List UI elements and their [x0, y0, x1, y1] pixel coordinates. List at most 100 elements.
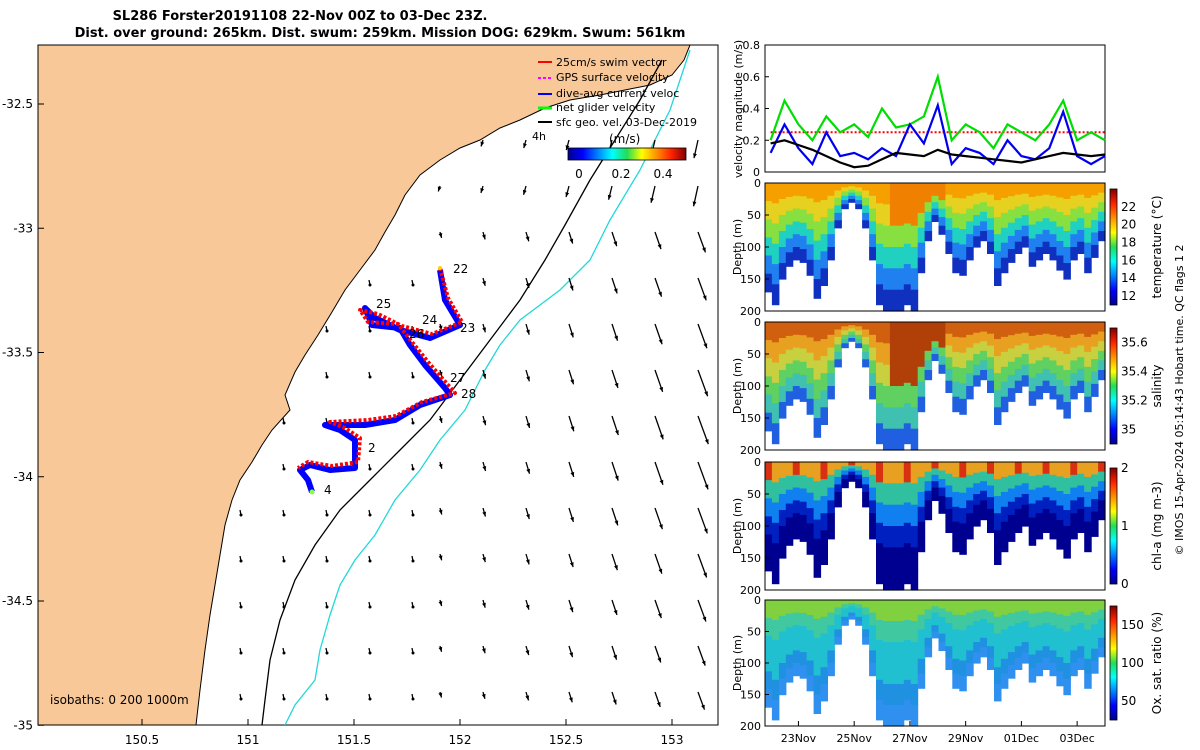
section-cell: [1028, 517, 1037, 532]
section-cell: [896, 705, 905, 727]
section-cell: [1084, 614, 1092, 630]
section-cell: [896, 343, 905, 366]
section-cell: [1021, 642, 1030, 654]
section-cell: [785, 489, 794, 505]
section-cell: [841, 200, 849, 205]
section-cell: [820, 684, 828, 702]
section-cell: [1056, 212, 1064, 228]
section-cell: [785, 377, 794, 392]
map-ytick-label: -35: [13, 718, 33, 732]
section-cell: [924, 192, 933, 203]
section-cell: [938, 347, 946, 357]
section-cell: [1063, 215, 1071, 232]
current-vector-head: [480, 141, 485, 147]
section-cell: [917, 462, 926, 478]
section-cell: [903, 322, 912, 343]
section-cell: [813, 637, 822, 658]
section-cell: [876, 342, 884, 364]
section-cell: [848, 322, 856, 326]
section-cell: [869, 360, 877, 374]
section-cell: [771, 522, 780, 544]
section-cell: [820, 479, 828, 497]
section-cell: [1049, 625, 1057, 639]
section-cell: [889, 568, 898, 591]
section-cell: [1007, 196, 1016, 210]
section-colorbar-tick: 35: [1121, 423, 1136, 437]
section-colorbar-tick: 100: [1121, 656, 1144, 670]
section-cell: [987, 634, 995, 647]
current-vector-head: [613, 288, 618, 294]
section-cell: [799, 488, 808, 503]
section-ylabel: Depth (m): [731, 358, 744, 414]
section-cell: [1091, 486, 1099, 500]
section-cell: [1049, 650, 1057, 664]
section-cell: [1063, 354, 1071, 371]
section-cell: [778, 370, 787, 387]
section-cell: [1098, 350, 1106, 361]
time-xtick-label: 03Dec: [1059, 732, 1094, 745]
section-cell: [834, 220, 842, 229]
section-cell: [987, 497, 995, 510]
section-cell: [1021, 364, 1030, 376]
section-cell: [765, 617, 773, 637]
section-cell: [938, 608, 946, 618]
section-cell: [1091, 600, 1099, 613]
section-cell: [896, 684, 905, 706]
section-cell: [980, 211, 988, 222]
current-vector-head: [239, 697, 243, 701]
section-cell: [959, 352, 967, 369]
section-cell: [1049, 347, 1057, 361]
section-cell: [1028, 391, 1037, 406]
credit-text: © IMOS 15-Apr-2024 05:14:43 Hobart time.…: [1173, 245, 1186, 556]
section-cell: [834, 499, 842, 508]
section-cell: [862, 344, 870, 353]
section-cell: [924, 462, 933, 473]
section-cell: [910, 204, 919, 227]
section-cell: [841, 339, 849, 344]
section-ytick-label: 150: [740, 273, 761, 286]
section-cell: [1049, 462, 1057, 476]
section-cell: [841, 621, 849, 626]
section-cell: [1035, 462, 1044, 476]
section-cell: [834, 344, 842, 353]
section-cell: [1056, 336, 1064, 352]
section-cell: [1091, 195, 1099, 209]
section-cell: [945, 183, 953, 196]
section-cell: [862, 607, 870, 616]
section-colorbar: [1109, 467, 1118, 585]
section-cell: [785, 238, 794, 253]
section-cell: [1098, 510, 1106, 521]
section-cell: [1077, 657, 1085, 670]
time-xtick-label: 25Nov: [836, 732, 872, 745]
section-cell: [1070, 612, 1078, 626]
current-vector-head: [325, 559, 329, 563]
current-vector-head: [526, 514, 530, 520]
section-cell: [813, 675, 822, 696]
section-cell: [966, 183, 974, 197]
section-cell: [778, 247, 787, 264]
section-cell: [938, 504, 946, 514]
section-cell: [945, 646, 953, 659]
section-cell: [1035, 637, 1044, 651]
section-cell: [945, 462, 953, 475]
section-cell: [1056, 534, 1064, 550]
current-vector-head: [658, 568, 663, 574]
section-cell: [855, 600, 863, 605]
section-cell: [994, 339, 1002, 357]
section-cell: [952, 242, 960, 259]
section-cell: [959, 183, 967, 199]
section-cell: [1077, 218, 1085, 231]
current-vector-head: [693, 153, 697, 159]
section-cell: [848, 612, 856, 617]
section-cell: [1077, 357, 1085, 370]
section-cell: [799, 235, 808, 250]
section-cell: [896, 600, 905, 622]
section-cell: [1042, 600, 1051, 613]
section-cell: [973, 472, 981, 484]
section-cell: [1042, 368, 1051, 382]
current-vector-head: [613, 654, 617, 660]
section-cell: [820, 650, 828, 668]
section-cell: [827, 526, 835, 540]
section-cell: [806, 645, 815, 662]
section-cell: [855, 483, 863, 489]
